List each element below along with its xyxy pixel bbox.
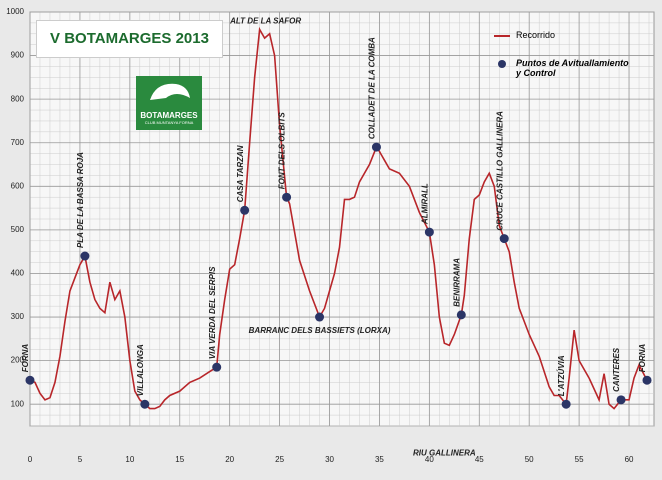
checkpoint-label: PLA DE LA BASSA ROJA bbox=[76, 152, 85, 248]
annotation: RIU GALLINERA bbox=[413, 448, 476, 457]
chart-title: V BOTAMARGES 2013 bbox=[50, 30, 209, 47]
checkpoint bbox=[315, 312, 325, 322]
logo-name: BOTAMARGES bbox=[140, 111, 198, 120]
y-tick-label: 800 bbox=[11, 94, 25, 103]
x-tick-label: 30 bbox=[325, 455, 334, 464]
y-tick-label: 1000 bbox=[6, 7, 24, 16]
checkpoint bbox=[80, 251, 90, 261]
line bbox=[29, 26, 648, 410]
y-tick-label: 300 bbox=[11, 312, 25, 321]
x-tick-label: 25 bbox=[275, 455, 284, 464]
legend-label: Puntos de Avituallamiento y Control bbox=[516, 58, 629, 78]
y-tick-label: 100 bbox=[11, 399, 25, 408]
logo: BOTAMARGES CLUB MUNTANYA FORNA bbox=[136, 76, 202, 130]
checkpoint bbox=[282, 192, 292, 202]
x-tick-label: 15 bbox=[175, 455, 184, 464]
x-tick-label: 60 bbox=[625, 455, 634, 464]
annotation: ALT DE LA SAFOR bbox=[229, 17, 301, 26]
checkpoint-label: FORNA bbox=[638, 344, 647, 373]
checkpoint bbox=[561, 399, 571, 409]
checkpoint bbox=[140, 399, 150, 409]
checkpoint bbox=[212, 362, 222, 372]
checkpoint-label: ALMIRALL bbox=[420, 183, 429, 225]
y-tick-label: 200 bbox=[11, 356, 25, 365]
legend-item: Recorrido bbox=[494, 30, 555, 40]
y-tick-label: 900 bbox=[11, 51, 25, 60]
checkpoint bbox=[25, 375, 35, 385]
logo-icon bbox=[150, 83, 190, 100]
checkpoint bbox=[424, 227, 434, 237]
checkpoint-label: FONT DELS OLBITS bbox=[278, 112, 287, 190]
checkpoint-label: CASA TARZAN bbox=[236, 145, 245, 202]
legend-label: Recorrido bbox=[516, 30, 556, 40]
x-tick-label: 55 bbox=[575, 455, 584, 464]
checkpoint bbox=[616, 395, 626, 405]
x-tick-label: 45 bbox=[475, 455, 484, 464]
x-tick-label: 10 bbox=[125, 455, 134, 464]
title-box: V BOTAMARGES 2013 bbox=[36, 20, 223, 58]
x-tick-label: 40 bbox=[425, 455, 434, 464]
checkpoint bbox=[240, 205, 250, 215]
checkpoint-label: VIA VERDA DEL SERPIS bbox=[208, 266, 217, 359]
x-tick-label: 35 bbox=[375, 455, 384, 464]
checkpoint-label: L'ATZÚVIA bbox=[557, 355, 566, 396]
checkpoint bbox=[456, 310, 466, 320]
legend-item: Puntos de Avituallamiento y Control bbox=[494, 58, 634, 78]
y-tick-label: 400 bbox=[11, 269, 25, 278]
logo-subtitle: CLUB MUNTANYA FORNA bbox=[144, 120, 194, 125]
logo-shape bbox=[150, 83, 190, 100]
checkpoint-label: CRUCE CASTILLO GALLINERA bbox=[495, 111, 504, 231]
y-tick-label: 500 bbox=[11, 225, 25, 234]
y-tick-label: 600 bbox=[11, 181, 25, 190]
legend: Recorrido Puntos de Avituallamiento y Co… bbox=[492, 26, 642, 88]
legend-swatch bbox=[494, 34, 510, 37]
checkpoint-label: FORNA bbox=[21, 344, 30, 373]
y-tick-label: 700 bbox=[11, 138, 25, 147]
checkpoint-label: BARRANC DELS BASSIETS (LORXA) bbox=[249, 326, 391, 335]
checkpoint-label: COLLADET DE LA COMBA bbox=[368, 37, 377, 139]
checkpoint bbox=[499, 234, 509, 244]
checkpoint-label: VILLALONGA bbox=[136, 344, 145, 396]
x-tick-label: 20 bbox=[225, 455, 234, 464]
legend-swatch bbox=[498, 60, 506, 68]
x-tick-label: 0 bbox=[28, 455, 33, 464]
checkpoint-label: BENIRRAMA bbox=[452, 258, 461, 307]
checkpoint-label: CANTERES bbox=[612, 347, 621, 392]
x-tick-label: 5 bbox=[78, 455, 83, 464]
x-tick-label: 50 bbox=[525, 455, 534, 464]
checkpoint bbox=[642, 375, 652, 385]
checkpoint bbox=[371, 142, 381, 152]
